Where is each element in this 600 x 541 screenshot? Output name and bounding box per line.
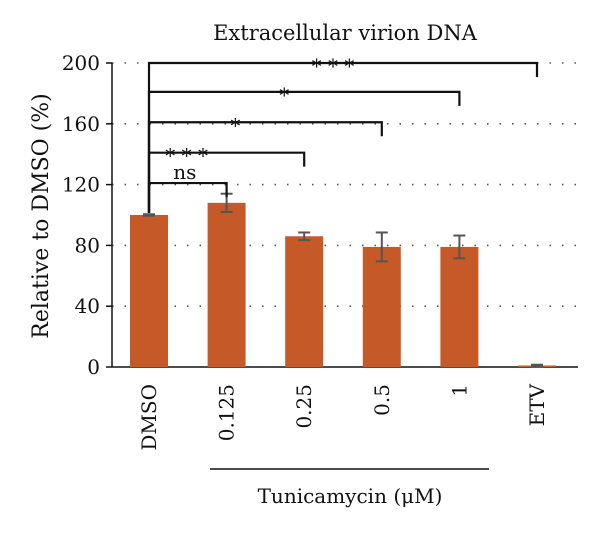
group-label: Tunicamycin (μM) xyxy=(258,484,443,508)
x-tick-label: 0.125 xyxy=(215,384,239,441)
y-tick-label: 200 xyxy=(62,51,100,75)
y-tick-label: 80 xyxy=(75,233,100,257)
x-tick-label: 0.5 xyxy=(370,384,394,416)
y-tick-label: 160 xyxy=(62,112,100,136)
tick-labels: 0 40 80 120 160 200 DMSO 0.125 0.25 0.5 1 ETV xyxy=(62,51,549,451)
gridlines xyxy=(112,62,578,308)
chart-title: Extracellular virion DNA xyxy=(213,21,478,45)
x-tick-label: ETV xyxy=(525,383,549,426)
significance-label: * xyxy=(279,83,289,107)
significance-label: * * * xyxy=(312,54,355,78)
y-tick-label: 0 xyxy=(87,355,100,379)
significance-label: ns xyxy=(173,160,196,184)
y-tick-label: 120 xyxy=(62,173,100,197)
bar-0.5 xyxy=(362,246,401,367)
bar-0.125 xyxy=(207,202,246,367)
error-bars xyxy=(143,192,543,368)
significance-bracket xyxy=(147,61,539,213)
significance-brackets: ns* * **** * * xyxy=(147,54,539,213)
y-axis-label: Relative to DMSO (%) xyxy=(29,93,54,338)
x-tick-label: 0.25 xyxy=(292,384,316,429)
bar-DMSO xyxy=(130,215,168,367)
x-tick-label: 1 xyxy=(447,384,471,397)
axes xyxy=(106,62,578,368)
x-tick-label: DMSO xyxy=(137,384,161,451)
bars xyxy=(130,202,556,367)
significance-label: * * * xyxy=(165,144,208,168)
bar-0.25 xyxy=(285,236,324,367)
significance-label: * xyxy=(230,113,240,137)
y-tick-label: 40 xyxy=(75,294,100,318)
bar-1 xyxy=(440,246,479,367)
